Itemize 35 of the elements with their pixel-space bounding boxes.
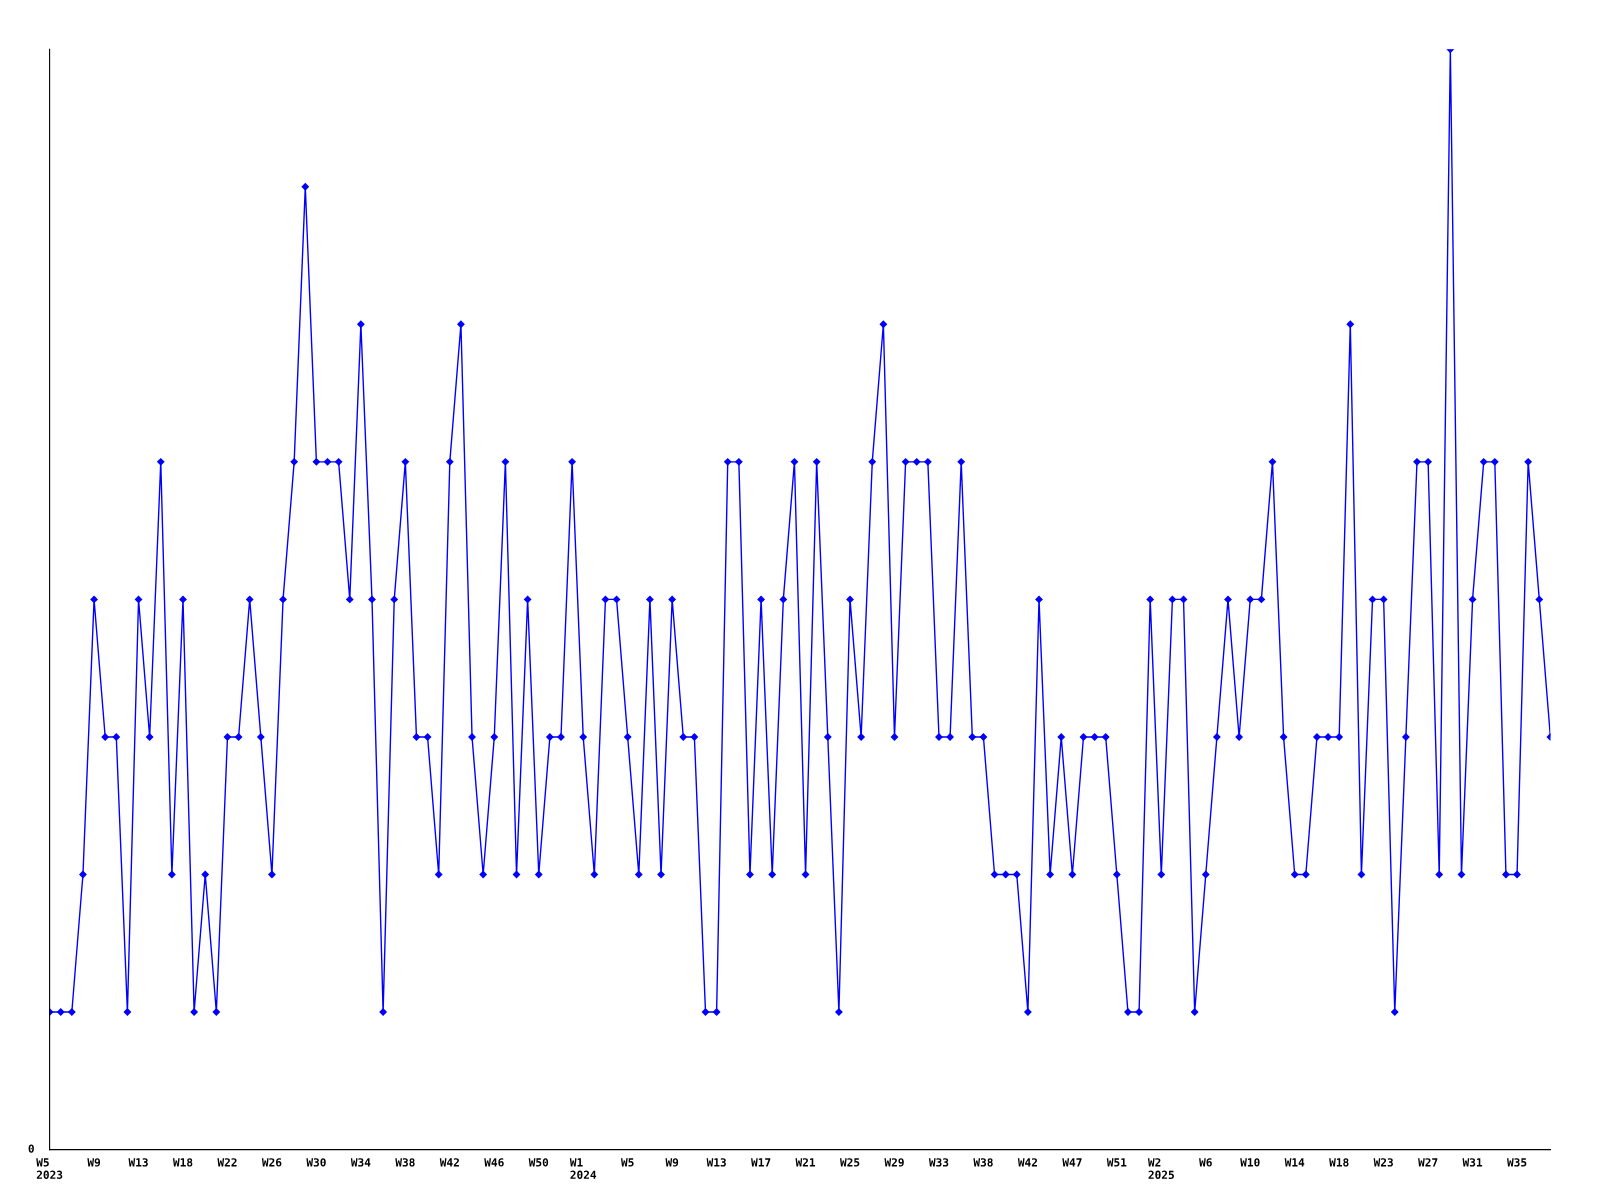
x-tick-label: W1 2024 <box>569 1158 597 1179</box>
x-tick-label: W13 <box>706 1158 726 1167</box>
x-tick-label: W13 <box>128 1158 148 1167</box>
x-tick-label: W18 <box>1329 1158 1349 1167</box>
x-tick-label: W35 <box>1507 1158 1527 1167</box>
x-tick-label: W38 <box>395 1158 415 1167</box>
x-tick-label: W26 <box>261 1158 282 1167</box>
x-tick-label: W17 <box>751 1158 771 1167</box>
x-tick-label: W25 <box>839 1158 860 1167</box>
x-tick-label: W42 <box>439 1158 459 1167</box>
x-tick-label: W5 2023 <box>36 1158 63 1179</box>
x-tick-label: W21 <box>795 1158 816 1167</box>
text: 0 <box>28 1144 34 1153</box>
x-tick-label: W34 <box>350 1158 371 1167</box>
x-tick-label: W47 <box>1062 1158 1082 1167</box>
x-tick-label: W9 <box>87 1158 101 1167</box>
x-tick-label: W14 <box>1284 1158 1305 1167</box>
x-tick-label: W10 <box>1240 1158 1260 1167</box>
x-tick-label: W2 2025 <box>1147 1158 1174 1179</box>
x-tick-label: W23 <box>1373 1158 1393 1167</box>
x-tick-label: W46 <box>484 1158 504 1167</box>
x-tick-label: W27 <box>1418 1158 1438 1167</box>
x-tick-label: W18 <box>172 1158 193 1167</box>
x-tick-label: W38 <box>973 1158 993 1167</box>
x-tick-label: W33 <box>928 1158 949 1167</box>
x-tick-label: W6 <box>1199 1158 1212 1167</box>
x-tick-label: W5 <box>621 1158 634 1167</box>
x-tick-label: W9 <box>665 1158 679 1167</box>
x-tick-label: W51 <box>1106 1158 1127 1167</box>
x-tick-label: W22 <box>217 1158 237 1167</box>
x-tick-label: W42 <box>1017 1158 1038 1167</box>
x-tick-label: W31 <box>1462 1158 1483 1167</box>
x-tick-label: W30 <box>306 1158 326 1167</box>
x-tick-label: W29 <box>884 1158 904 1167</box>
x-tick-label: W50 <box>528 1158 549 1167</box>
